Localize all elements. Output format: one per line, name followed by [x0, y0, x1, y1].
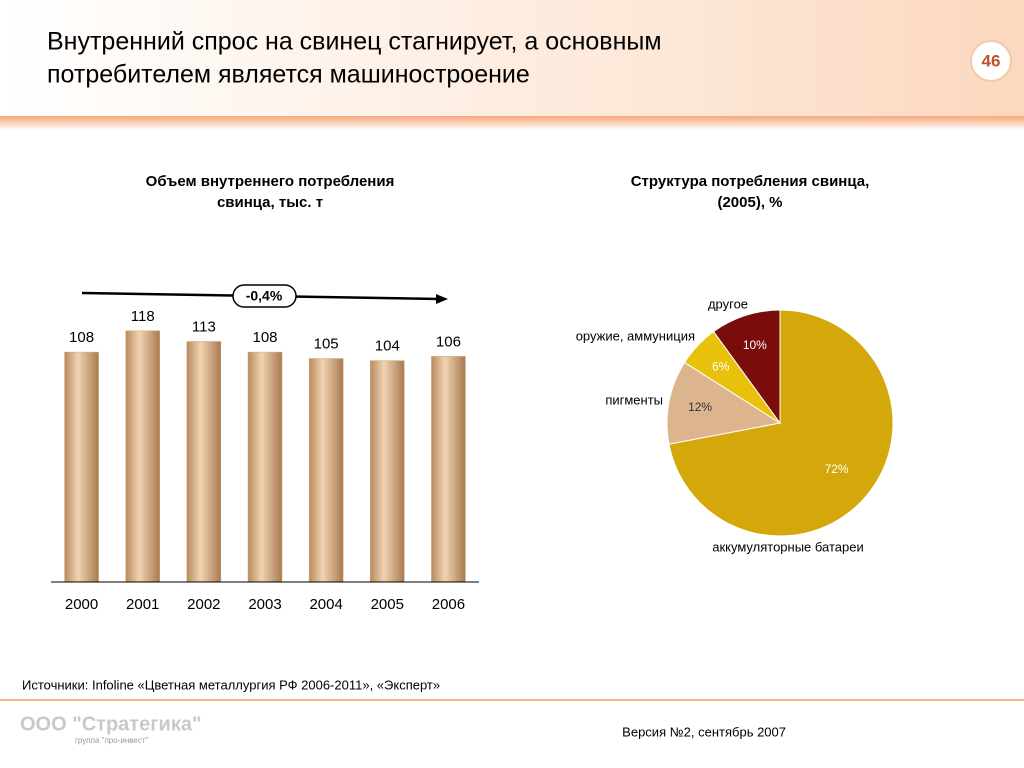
- bar: [125, 330, 160, 583]
- annotation-box: [232, 284, 297, 308]
- value-label: 108: [69, 329, 94, 346]
- chart-title: Структура потребления свинца,: [631, 173, 870, 190]
- value-label: 105: [314, 335, 339, 352]
- value-label: 10%: [743, 338, 767, 352]
- trend-arrowhead: [436, 294, 448, 304]
- page-badge: [970, 40, 1012, 82]
- value-label: 113: [192, 318, 216, 335]
- category-label: аккумуляторные батареи: [712, 539, 864, 554]
- x-tick-label: 2003: [248, 596, 281, 613]
- x-tick-label: 2000: [65, 596, 98, 613]
- version: Версия №2, сентябрь 2007: [622, 724, 786, 739]
- chart-title: Объем внутреннего потребления: [146, 173, 395, 190]
- bar: [247, 351, 283, 583]
- value-label: 108: [252, 329, 277, 346]
- bar: [431, 356, 466, 583]
- value-label: 118: [131, 308, 155, 325]
- value-label: 12%: [688, 400, 712, 414]
- logo-sub: группа "про-инвест": [75, 736, 149, 745]
- annotation: -0,4%: [246, 288, 283, 304]
- page-number: 46: [982, 51, 1001, 70]
- chart-title: свинца, тыс. т: [217, 194, 323, 211]
- x-tick-label: 2004: [309, 596, 342, 613]
- pie-slice: [668, 309, 894, 537]
- category-label: оружие, аммуниция: [576, 328, 695, 343]
- header-band: [0, 116, 1024, 130]
- pie-slice: [666, 361, 782, 445]
- title: потребителем является машиностроение: [47, 61, 530, 89]
- category-label: пигменты: [605, 392, 663, 407]
- logo: ООО "Стратегика": [20, 713, 201, 735]
- bar: [370, 360, 405, 583]
- x-tick-label: 2001: [126, 596, 159, 613]
- chart-title: (2005), %: [717, 194, 782, 211]
- value-label: 104: [375, 338, 400, 355]
- x-tick-label: 2005: [371, 596, 404, 613]
- bar: [186, 341, 222, 583]
- value-label: 72%: [825, 462, 849, 476]
- bar: [64, 351, 99, 583]
- title: Внутренний спрос на свинец стагнирует, а…: [47, 28, 662, 56]
- x-tick-label: 2006: [432, 596, 465, 613]
- x-tick-label: 2002: [187, 596, 220, 613]
- category-label: другое: [708, 296, 748, 311]
- pie-slice: [712, 309, 781, 425]
- header-bg: [0, 0, 1024, 118]
- value-label: 6%: [712, 359, 730, 373]
- value-label: 106: [436, 333, 461, 350]
- bar: [308, 358, 344, 583]
- source: Источники: Infoline «Цветная металлургия…: [22, 677, 440, 692]
